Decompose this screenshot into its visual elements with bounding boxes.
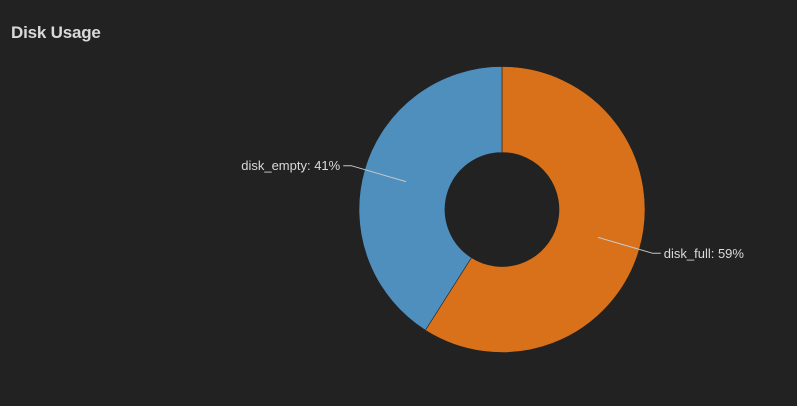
panel-title[interactable]: Disk Usage — [11, 23, 101, 42]
leader-line-disk-empty — [343, 165, 407, 183]
donut-labels: disk_full: 59% disk_empty: 41% — [241, 158, 744, 261]
slice-disk-full[interactable] — [424, 66, 646, 353]
donut-slices — [358, 66, 646, 353]
slice-label-disk-full: disk_full: 59% — [664, 246, 745, 261]
leader-line-disk-full — [597, 236, 661, 254]
slice-disk-empty[interactable] — [358, 66, 503, 331]
slice-label-disk-empty: disk_empty: 41% — [241, 158, 340, 173]
